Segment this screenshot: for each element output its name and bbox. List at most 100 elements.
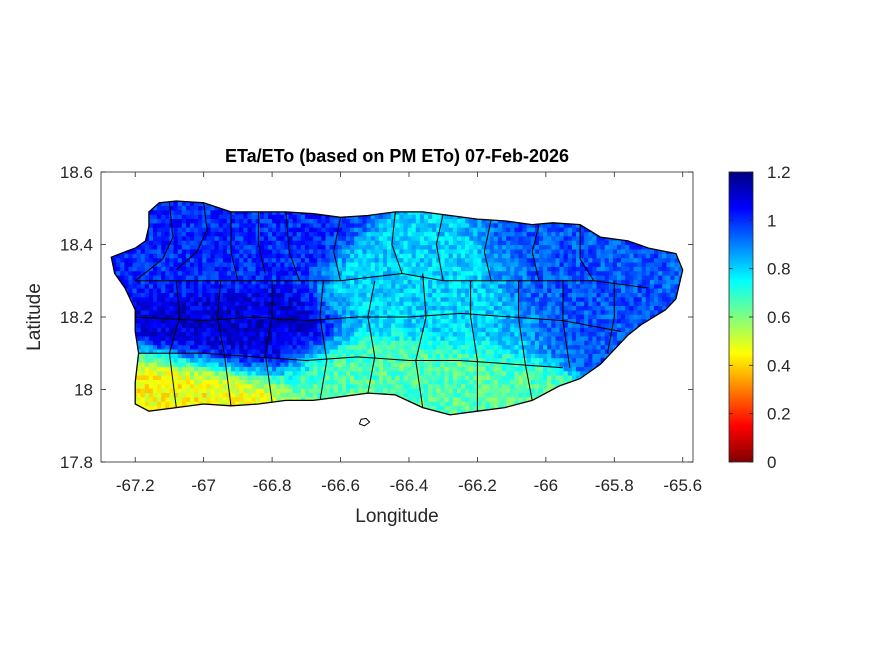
heatmap-cell <box>140 357 146 363</box>
heatmap-cell <box>292 279 298 285</box>
heatmap-cell <box>337 340 343 346</box>
heatmap-cell <box>407 331 413 337</box>
heatmap-cell <box>362 288 368 293</box>
heatmap-cell <box>391 353 396 359</box>
heatmap-cell <box>337 327 343 333</box>
heatmap-cell <box>206 401 212 407</box>
heatmap-cell <box>214 288 220 293</box>
heatmap-cell <box>309 240 314 246</box>
heatmap-cell <box>448 405 454 411</box>
heatmap-cell <box>259 322 265 328</box>
heatmap-cell <box>395 318 400 324</box>
heatmap-cell <box>161 201 166 206</box>
heatmap-cell <box>391 274 396 280</box>
heatmap-cell <box>407 366 413 372</box>
heatmap-cell <box>350 266 355 272</box>
heatmap-cell <box>198 205 203 211</box>
heatmap-cell <box>444 283 450 289</box>
heatmap-cell <box>506 248 511 254</box>
heatmap-cell <box>452 396 458 402</box>
heatmap-cell <box>210 240 216 246</box>
heatmap-cell <box>148 248 154 254</box>
heatmap-cell <box>317 274 322 280</box>
heatmap-cell <box>161 388 166 393</box>
heatmap-cell <box>280 322 285 328</box>
heatmap-cell <box>456 361 462 367</box>
heatmap-cell <box>391 305 396 311</box>
heatmap-cell <box>333 244 339 250</box>
heatmap-cell <box>300 361 306 367</box>
heatmap-cell <box>268 305 273 311</box>
heatmap-cell <box>456 392 462 398</box>
heatmap-cell <box>304 375 310 380</box>
heatmap-cell <box>202 288 207 293</box>
heatmap-cell <box>329 227 335 233</box>
heatmap-cell <box>243 401 249 407</box>
heatmap-cell <box>428 383 433 389</box>
heatmap-cell <box>284 296 290 302</box>
heatmap-cell <box>432 279 437 285</box>
heatmap-cell <box>341 227 347 233</box>
heatmap-cell <box>292 218 298 224</box>
heatmap-cell <box>214 322 220 328</box>
heatmap-cell <box>317 305 322 311</box>
heatmap-cell <box>346 383 351 389</box>
heatmap-cell <box>177 205 183 211</box>
heatmap-cell <box>284 288 290 293</box>
heatmap-cell <box>366 379 372 385</box>
heatmap-cell <box>251 383 257 389</box>
heatmap-cell <box>395 370 400 376</box>
heatmap-cell <box>387 309 392 315</box>
heatmap-cell <box>452 401 458 407</box>
heatmap-cell <box>309 314 314 320</box>
heatmap-cell <box>432 379 437 385</box>
heatmap-cell <box>391 253 396 259</box>
heatmap-cell <box>456 231 462 237</box>
heatmap-cell <box>235 366 240 372</box>
heatmap-cell <box>506 375 511 380</box>
heatmap-cell <box>317 231 322 237</box>
heatmap-cell <box>231 392 236 398</box>
heatmap-cell <box>432 353 437 359</box>
heatmap-cell <box>469 301 474 306</box>
heatmap-cell <box>362 283 368 289</box>
heatmap-cell <box>358 309 363 315</box>
heatmap-cell <box>210 209 216 215</box>
heatmap-cell <box>383 340 388 346</box>
heatmap-cell <box>497 235 503 241</box>
heatmap-cell <box>337 248 343 254</box>
heatmap-cell <box>309 253 314 259</box>
heatmap-cell <box>317 253 322 259</box>
heatmap-cell <box>247 383 253 389</box>
heatmap-cell <box>407 218 413 224</box>
heatmap-cell <box>493 344 499 350</box>
heatmap-cell <box>300 253 306 259</box>
heatmap-cell <box>243 331 249 337</box>
heatmap-cell <box>428 231 433 237</box>
heatmap-cell <box>239 318 244 324</box>
heatmap-cell <box>461 283 466 289</box>
heatmap-cell <box>300 340 306 346</box>
heatmap-cell <box>493 240 499 246</box>
heatmap-cell <box>387 240 392 246</box>
heatmap-cell <box>276 240 281 246</box>
heatmap-cell <box>350 335 355 341</box>
heatmap-cell <box>317 322 322 328</box>
heatmap-cell <box>383 288 388 293</box>
heatmap-cell <box>313 261 318 267</box>
heatmap-cell <box>218 366 224 372</box>
heatmap-cell <box>165 283 170 289</box>
heatmap-cell <box>378 266 384 272</box>
heatmap-cell <box>358 335 363 341</box>
heatmap-cell <box>284 240 290 246</box>
heatmap-cell <box>317 344 322 350</box>
heatmap-cell <box>424 292 429 298</box>
heatmap-cell <box>153 361 158 367</box>
heatmap-cell <box>190 366 195 372</box>
heatmap-cell <box>214 340 220 346</box>
heatmap-cell <box>259 361 265 367</box>
heatmap-cell <box>502 244 507 250</box>
heatmap-cell <box>222 375 228 380</box>
heatmap-cell <box>337 383 343 389</box>
heatmap-cell <box>485 261 491 267</box>
